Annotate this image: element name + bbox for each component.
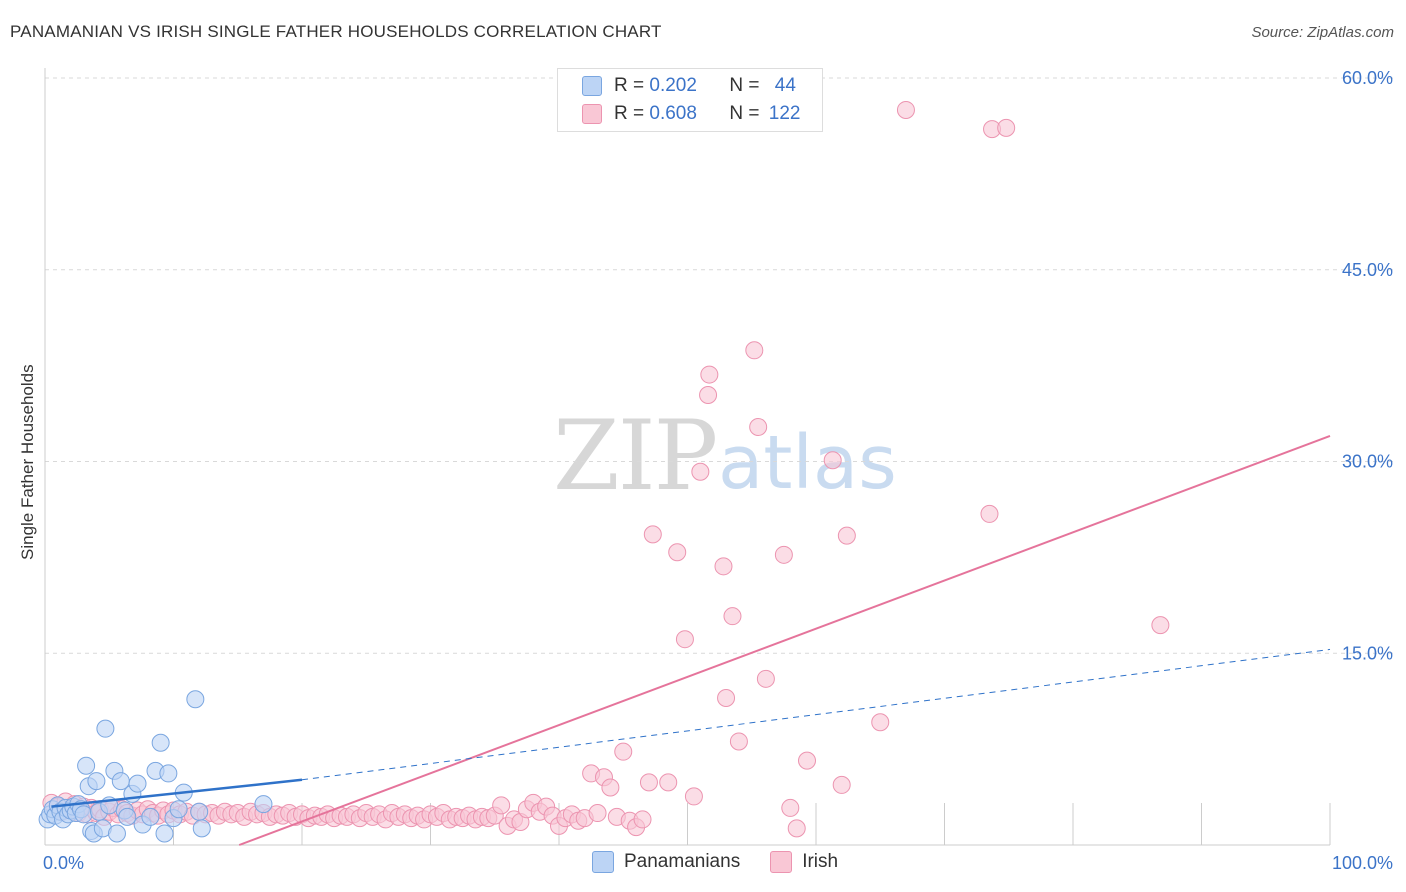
x-tick-label: 100.0%: [1332, 853, 1393, 873]
panamanian-point: [74, 805, 93, 824]
bottom-legend-irish: Irish: [802, 851, 839, 872]
irish-point: [729, 732, 748, 751]
irish-point: [774, 545, 793, 564]
irish-point: [832, 775, 851, 794]
irish-point: [745, 341, 764, 360]
irish-point: [896, 100, 915, 119]
panamanian-point: [169, 800, 188, 819]
irish-point: [668, 543, 687, 562]
irish-point: [659, 773, 678, 792]
y-tick-label: 30.0%: [1342, 452, 1393, 472]
irish-point: [684, 787, 703, 806]
panamanian-point: [192, 819, 211, 838]
panamanian-point: [254, 795, 273, 814]
irish-point: [749, 417, 768, 436]
y-axis-label: Single Father Households: [18, 364, 37, 560]
bottom-legend-panamanians: Panamanians: [624, 851, 741, 872]
legend-swatch-blue: [582, 76, 602, 96]
irish-point: [997, 118, 1016, 137]
panamanian-trend-line: [51, 778, 303, 808]
bottom-legend-swatch-pink: [770, 851, 793, 873]
legend-r-label: R =: [614, 75, 650, 96]
irish-point: [588, 804, 607, 823]
chart-title: PANAMANIAN VS IRISH SINGLE FATHER HOUSEH…: [10, 22, 662, 41]
irish-point: [756, 669, 775, 688]
source-label: Source: ZipAtlas.com: [1251, 24, 1394, 41]
panamanian-point: [190, 802, 209, 821]
panamanian-point: [107, 824, 126, 843]
panamanian-trend-extension: [301, 648, 1331, 781]
legend-row-irish: R = 0.608 N = 122: [582, 102, 800, 126]
legend-r-value: 0.608: [649, 103, 697, 124]
irish-point: [614, 742, 633, 761]
irish-point: [781, 798, 800, 817]
legend-r-value: 0.202: [649, 75, 697, 96]
panamanian-points: [38, 690, 273, 843]
bottom-legend-swatch-blue: [592, 851, 614, 873]
panamanian-point: [96, 719, 115, 738]
panamanian-point: [159, 764, 178, 783]
irish-point: [675, 630, 694, 649]
legend-swatch-pink: [582, 104, 602, 124]
irish-points: [42, 100, 1170, 838]
irish-point: [639, 773, 658, 792]
irish-trend-line: [238, 434, 1331, 846]
watermark-atlas: atlas: [718, 420, 897, 506]
irish-point: [691, 462, 710, 481]
watermark-zip: ZIP: [553, 400, 718, 512]
trend-lines: [51, 434, 1331, 846]
irish-point: [714, 557, 733, 576]
irish-point: [837, 526, 856, 545]
panamanian-point: [155, 824, 174, 843]
x-tick-label: 0.0%: [43, 853, 84, 873]
irish-point: [798, 751, 817, 770]
irish-point: [643, 525, 662, 544]
legend-n-label: N =: [729, 75, 765, 96]
legend-box: R = 0.202 N = 44 R = 0.608 N = 122: [557, 68, 823, 132]
panamanian-point: [87, 772, 106, 791]
y-tick-label: 60.0%: [1342, 68, 1393, 88]
irish-point: [871, 713, 890, 732]
legend-n-value: 44: [774, 75, 796, 96]
legend-r-label: R =: [614, 103, 650, 124]
irish-point: [717, 688, 736, 707]
irish-point: [980, 504, 999, 523]
legend-row-panamanians: R = 0.202 N = 44: [582, 74, 796, 98]
irish-point: [633, 810, 652, 829]
panamanian-point: [186, 690, 205, 709]
axes: [44, 68, 1331, 846]
panamanian-point: [77, 756, 96, 775]
irish-point: [1151, 616, 1170, 635]
panamanian-point: [141, 807, 160, 826]
irish-point: [700, 365, 719, 384]
y-tick-label: 45.0%: [1342, 260, 1393, 280]
tick-labels: 15.0% 30.0% 45.0% 60.0% 0.0% 100.0%: [43, 68, 1393, 873]
panamanian-point: [128, 774, 147, 793]
bottom-legend: Panamanians Irish: [592, 851, 838, 873]
legend-n-label: N =: [729, 103, 765, 124]
panamanian-point: [118, 807, 137, 826]
irish-point: [492, 796, 511, 815]
irish-point: [823, 451, 842, 470]
irish-point: [787, 819, 806, 838]
legend-n-value: 122: [768, 103, 801, 124]
irish-point: [723, 607, 742, 626]
panamanian-point: [151, 733, 170, 752]
irish-point: [601, 778, 620, 797]
irish-point: [699, 386, 718, 405]
y-tick-label: 15.0%: [1342, 643, 1393, 663]
